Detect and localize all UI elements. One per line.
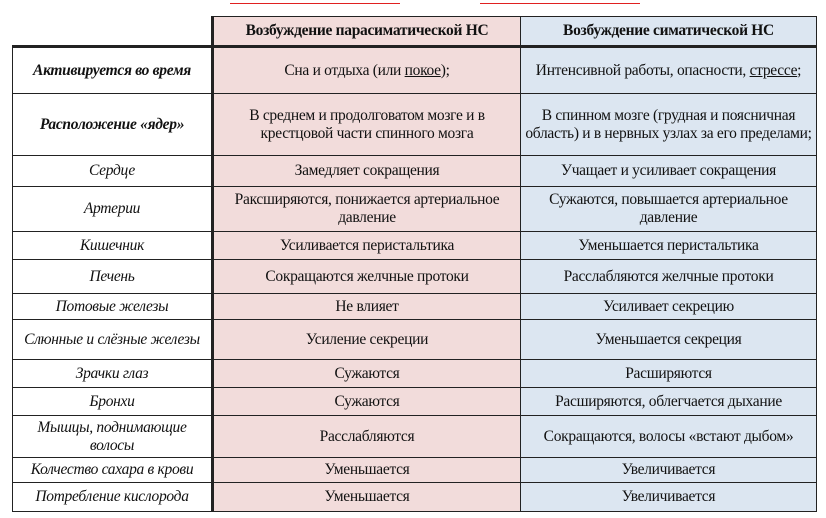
para-cell: Усиливается перистальтика: [212, 231, 521, 260]
symp-cell: Расширяются: [520, 359, 817, 388]
row-label: Артерии: [12, 186, 214, 232]
symp-cell: Уменьшается секреция: [520, 319, 817, 360]
symp-cell: Увеличивается: [520, 457, 817, 483]
text: ;: [797, 61, 802, 79]
table-row: Зрачки глаз Сужаются Расширяются: [12, 359, 817, 388]
row-label: Активируется во время: [12, 46, 214, 94]
table-row: Бронхи Сужаются Расширяются, облегчается…: [12, 387, 817, 416]
para-cell: Сужаются: [212, 387, 521, 416]
symp-cell: Сужаются, повышается артериальное давлен…: [520, 186, 817, 232]
symp-cell: Увеличивается: [520, 482, 817, 512]
table-row: Потовые железы Не влияет Усиливает секре…: [12, 293, 817, 320]
table-row: Кишечник Усиливается перистальтика Умень…: [12, 231, 817, 260]
row-label: Расположение «ядер»: [12, 93, 214, 156]
row-label: Бронхи: [12, 387, 214, 416]
para-cell: Не влияет: [212, 293, 521, 320]
underlined-text: покое: [404, 61, 441, 79]
nervous-system-comparison-table: Возбуждение парасиматической НС Возбужде…: [12, 16, 817, 512]
symp-cell: Интенсивной работы, опасности, стрессе;: [520, 46, 817, 94]
underlined-text: стрессе: [749, 61, 798, 79]
row-label: Колчество сахара в крови: [12, 457, 214, 483]
para-cell: Сна и отдыха (или покое);: [212, 46, 521, 94]
row-label: Слюнные и слёзные железы: [12, 319, 214, 360]
header-parasympathetic: Возбуждение парасиматической НС: [212, 16, 521, 48]
cropped-red-text-line: [150, 0, 690, 6]
row-label: Мышцы, поднимающие волосы: [12, 415, 214, 458]
para-cell: В среднем и продолговатом мозге и в крес…: [212, 93, 521, 156]
table-row: Слюнные и слёзные железы Усиление секрец…: [12, 319, 817, 360]
symp-cell: Уменьшается перистальтика: [520, 231, 817, 260]
table-row: Печень Сокращаются желчные протоки Рассл…: [12, 259, 817, 294]
text: );: [440, 61, 450, 79]
symp-cell: Расширяются, облегчается дыхание: [520, 387, 817, 416]
para-cell: Расслабляются: [212, 415, 521, 458]
text: Сна и отдыха (или: [284, 61, 405, 79]
row-label: Сердце: [12, 155, 214, 187]
symp-cell: Учащает и усиливает сокращения: [520, 155, 817, 187]
para-cell: Усиление секреции: [212, 319, 521, 360]
table-row: Сердце Замедляет сокращения Учащает и ус…: [12, 155, 817, 187]
row-label: Потребление кислорода: [12, 482, 214, 512]
para-cell: Уменьшается: [212, 482, 521, 512]
symp-cell: Расслабляются желчные протоки: [520, 259, 817, 294]
row-label: Потовые железы: [12, 293, 214, 320]
para-cell: Сокращаются желчные протоки: [212, 259, 521, 294]
symp-cell: В спинном мозге (грудная и поясничная об…: [520, 93, 817, 156]
header-sympathetic: Возбуждение симатической НС: [520, 16, 817, 48]
para-cell: Сужаются: [212, 359, 521, 388]
row-label: Печень: [12, 259, 214, 294]
row-label: Кишечник: [12, 231, 214, 260]
symp-cell: Сокращаются, волосы «встают дыбом»: [520, 415, 817, 458]
para-cell: Замедляет сокращения: [212, 155, 521, 187]
para-cell: Уменьшается: [212, 457, 521, 483]
table-row: Колчество сахара в крови Уменьшается Уве…: [12, 457, 817, 483]
row-label: Зрачки глаз: [12, 359, 214, 388]
para-cell: Раксширяются, понижается артериальное да…: [212, 186, 521, 232]
text: Интенсивной работы, опасности,: [535, 61, 750, 79]
table-row: Потребление кислорода Уменьшается Увелич…: [12, 482, 817, 512]
table-row: Мышцы, поднимающие волосы Расслабляются …: [12, 415, 817, 458]
table-row: Активируется во время Сна и отдыха (или …: [12, 46, 817, 94]
table-row: Артерии Раксширяются, понижается артериа…: [12, 186, 817, 232]
table-row: Расположение «ядер» В среднем и продолго…: [12, 93, 817, 156]
header-row: Возбуждение парасиматической НС Возбужде…: [12, 16, 817, 48]
header-empty-cell: [12, 16, 214, 48]
symp-cell: Усиливает секрецию: [520, 293, 817, 320]
